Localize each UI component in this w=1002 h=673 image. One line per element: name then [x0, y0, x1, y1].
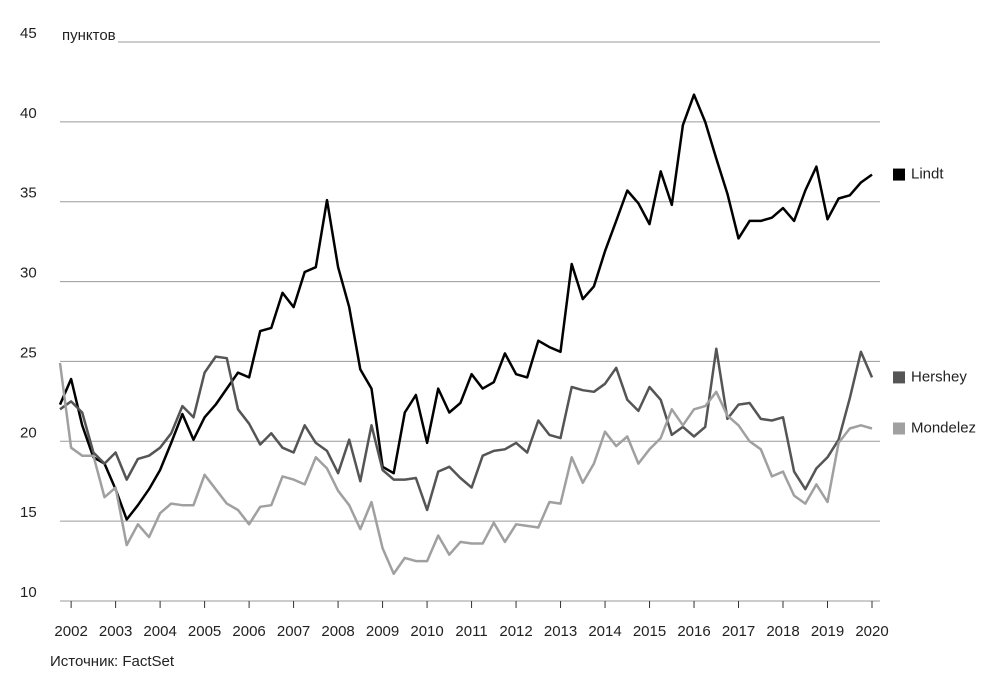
y-tick-label: 15 — [20, 504, 37, 521]
x-tick-label: 2008 — [321, 623, 354, 640]
x-tick-label: 2013 — [544, 623, 577, 640]
series-line — [58, 93, 873, 521]
x-tick-label: 2018 — [766, 623, 799, 640]
x-tick-label: 2007 — [277, 623, 310, 640]
x-tick-label: 2012 — [499, 623, 532, 640]
legend-label: Mondelez — [911, 419, 976, 436]
x-tick-label: 2017 — [722, 623, 755, 640]
legend-swatch — [893, 168, 905, 181]
x-tick-label: 2003 — [99, 623, 132, 640]
y-tick-label: 25 — [20, 344, 37, 361]
x-tick-label: 2006 — [232, 623, 265, 640]
y-tick-label: 20 — [20, 424, 37, 441]
x-tick-label: 2004 — [143, 623, 176, 640]
y-unit-label: пунктов — [62, 27, 116, 44]
x-tick-label: 2010 — [410, 623, 443, 640]
x-tick-label: 2019 — [811, 623, 844, 640]
y-tick-label: 35 — [20, 185, 37, 202]
legend-label: Hershey — [911, 368, 967, 385]
legend-label: Lindt — [911, 166, 944, 183]
x-tick-label: 2005 — [188, 623, 221, 640]
series-line — [59, 347, 874, 512]
y-tick-label: 45 — [20, 25, 37, 42]
x-tick-label: 2014 — [588, 623, 621, 640]
legend-swatch — [893, 422, 905, 435]
series-line — [58, 362, 873, 576]
y-tick-label: 40 — [20, 105, 37, 122]
y-tick-label: 10 — [20, 584, 37, 601]
legend-swatch — [893, 371, 905, 384]
x-tick-label: 2015 — [633, 623, 666, 640]
y-tick-label: 30 — [20, 265, 37, 282]
source-note: Источник: FactSet — [50, 653, 175, 670]
x-tick-label: 2009 — [366, 623, 399, 640]
x-tick-label: 2011 — [455, 623, 487, 640]
x-tick-label: 2016 — [677, 623, 710, 640]
x-tick-label: 2002 — [54, 623, 87, 640]
x-tick-label: 2020 — [855, 623, 888, 640]
